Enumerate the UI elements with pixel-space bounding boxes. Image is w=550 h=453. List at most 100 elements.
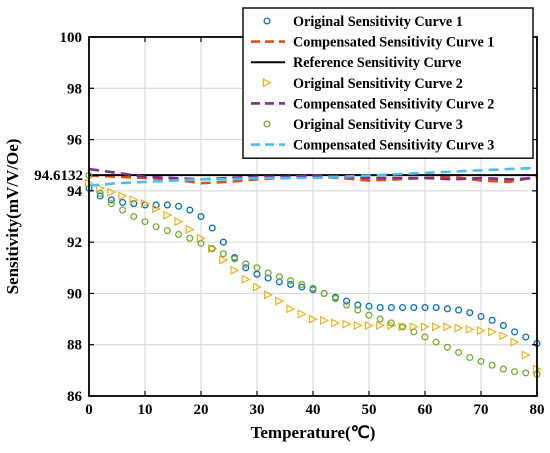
- data-point: [353, 320, 363, 331]
- data-point: [477, 357, 485, 365]
- data-point: [432, 322, 442, 332]
- data-point: [443, 322, 453, 332]
- data-point: [252, 282, 262, 292]
- data-point: [522, 333, 530, 341]
- data-point: [174, 217, 184, 227]
- plot-area: [84, 166, 542, 378]
- data-point: [522, 369, 530, 377]
- data-point: [432, 303, 440, 312]
- compensated-sensitivity-curve-3: [88, 166, 538, 187]
- data-point: [365, 311, 373, 319]
- compensated-sensitivity-curve-2-line: [88, 167, 538, 181]
- data-point: [208, 224, 216, 232]
- legend-entry: Original Sensitivity Curve 2: [262, 76, 463, 92]
- data-point: [432, 338, 440, 346]
- y-tick-label: 92: [67, 235, 82, 251]
- axis-ticks: 0 10 20 30 40 50 60 70 80 86 88 90 92 94 96 98 100: [60, 30, 545, 418]
- data-point: [398, 322, 408, 332]
- data-point: [241, 274, 251, 284]
- data-point: [331, 295, 339, 303]
- original-sensitivity-curve-2: [84, 178, 542, 374]
- legend-swatch: [263, 120, 271, 128]
- data-point: [331, 318, 341, 328]
- legend-label: Original Sensitivity Curve 1: [293, 14, 463, 30]
- data-point: [242, 260, 250, 268]
- compensated-sensitivity-curve-2: [88, 167, 538, 181]
- data-point: [477, 312, 485, 321]
- legend-entry: Original Sensitivity Curve 3: [263, 117, 463, 133]
- legend: Original Sensitivity Curve 1 Compensated …: [242, 7, 534, 159]
- legend-entry: Compensated Sensitivity Curve 3: [251, 138, 494, 154]
- legend-label: Original Sensitivity Curve 3: [293, 117, 463, 133]
- y-tick-label: 98: [67, 81, 82, 97]
- data-point: [298, 280, 306, 289]
- x-axis-label: Temperature(℃): [251, 423, 376, 442]
- data-point: [499, 365, 507, 373]
- x-tick-label: 50: [362, 402, 377, 418]
- data-point: [376, 320, 386, 331]
- data-point: [275, 278, 283, 286]
- data-point: [342, 319, 352, 329]
- y-tick-label: 90: [67, 286, 82, 302]
- data-point: [119, 198, 127, 206]
- data-point: [219, 250, 227, 258]
- data-point: [175, 230, 183, 239]
- data-point: [521, 350, 531, 360]
- data-point: [376, 315, 384, 323]
- legend-label: Compensated Sensitivity Curve 3: [293, 138, 494, 154]
- data-point: [455, 348, 463, 356]
- data-point: [287, 280, 295, 289]
- data-point: [511, 328, 519, 336]
- data-point: [163, 227, 171, 235]
- y-tick-label: 86: [67, 389, 83, 405]
- data-point: [488, 361, 496, 369]
- data-point: [275, 273, 283, 281]
- data-point: [511, 368, 519, 376]
- legend-entry: Original Sensitivity Curve 1: [263, 14, 463, 30]
- data-point: [410, 303, 418, 312]
- x-tick-label: 70: [474, 402, 489, 418]
- legend-label: Compensated Sensitivity Curve 2: [293, 96, 494, 112]
- legend-box: [242, 7, 534, 159]
- data-point: [185, 224, 195, 234]
- data-point: [163, 201, 171, 209]
- data-point: [197, 212, 205, 221]
- data-point: [320, 289, 328, 297]
- data-point: [107, 196, 115, 204]
- data-point: [488, 327, 498, 337]
- legend-swatch: [262, 78, 272, 88]
- x-tick-label: 80: [530, 402, 545, 418]
- data-point: [343, 297, 351, 305]
- data-point: [387, 303, 395, 312]
- y-axis-label: Sensitivity(mV/V/Oe): [3, 139, 22, 295]
- data-point: [421, 333, 429, 341]
- data-point: [119, 206, 127, 214]
- data-point: [208, 243, 218, 254]
- data-point: [107, 187, 117, 197]
- data-point: [287, 277, 295, 285]
- original-sensitivity-curve-3: [85, 171, 541, 378]
- data-point: [354, 301, 362, 309]
- data-point: [476, 326, 486, 336]
- data-point: [443, 305, 451, 313]
- data-point: [410, 328, 418, 336]
- data-point: [399, 323, 407, 331]
- data-point: [455, 306, 463, 314]
- data-point: [465, 324, 475, 334]
- legend-label: Original Sensitivity Curve 2: [293, 76, 463, 92]
- data-point: [308, 314, 318, 324]
- data-point: [96, 192, 104, 200]
- data-point: [231, 255, 239, 263]
- data-point: [443, 343, 451, 351]
- data-point: [387, 320, 397, 331]
- y-tick-label: 100: [60, 30, 83, 46]
- data-point: [242, 264, 250, 272]
- data-point: [420, 322, 430, 332]
- data-point: [219, 238, 227, 246]
- y-tick-label: 88: [67, 338, 82, 354]
- compensated-sensitivity-curve-3-line: [88, 166, 538, 187]
- legend-entry: Reference Sensitivity Curve: [251, 55, 461, 71]
- data-point: [264, 274, 272, 282]
- data-point: [454, 323, 464, 333]
- reference-value-annotation: 94.6132: [34, 168, 83, 184]
